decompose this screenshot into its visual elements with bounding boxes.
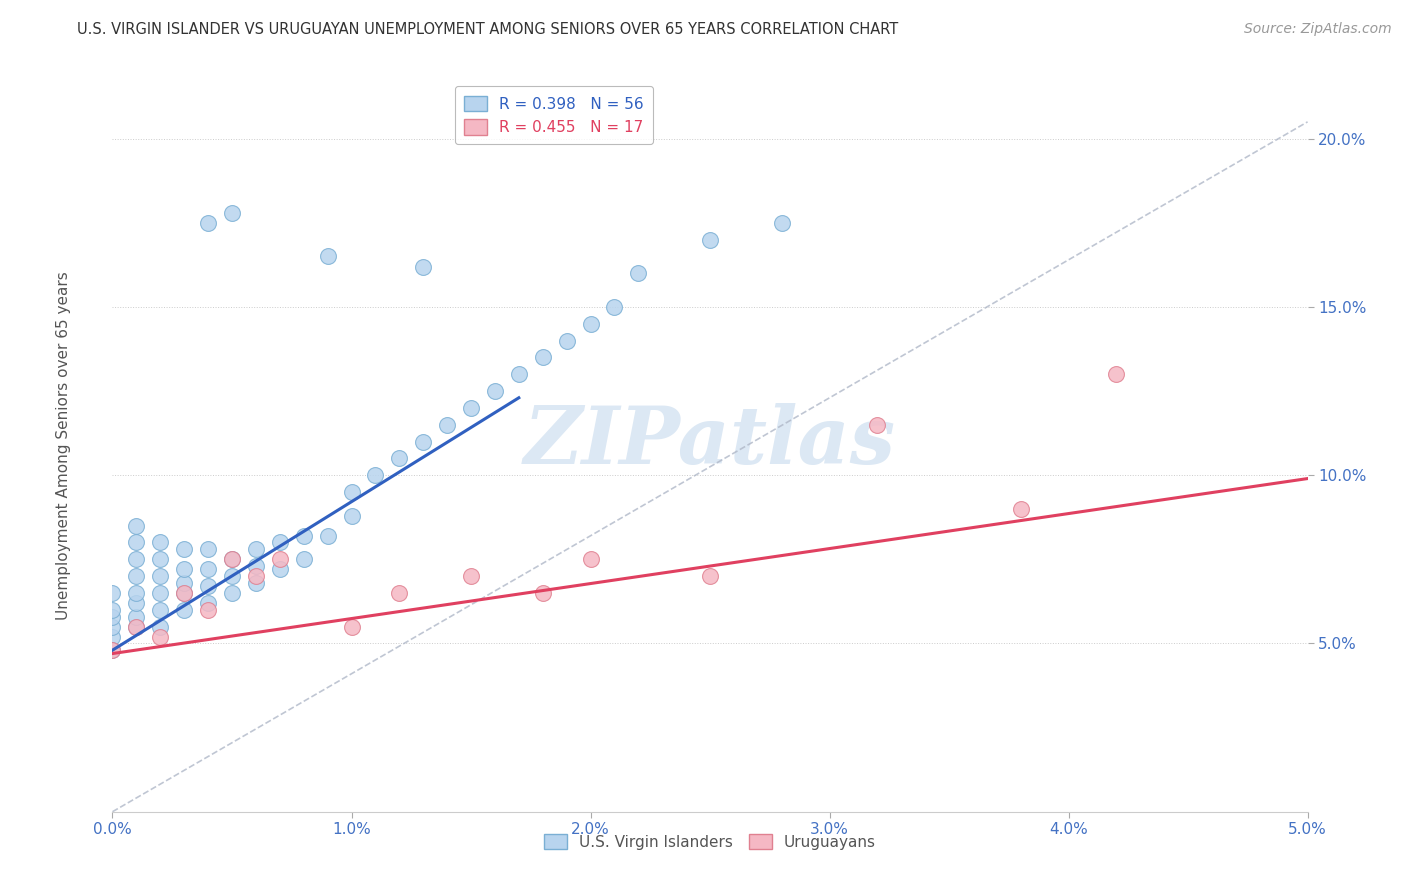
Point bbox=[579, 552, 602, 566]
Point bbox=[245, 542, 267, 557]
Point bbox=[101, 643, 124, 657]
Legend: U.S. Virgin Islanders, Uruguayans: U.S. Virgin Islanders, Uruguayans bbox=[538, 828, 882, 856]
Point bbox=[269, 552, 291, 566]
Point bbox=[125, 535, 148, 549]
Point bbox=[866, 417, 889, 432]
Point bbox=[388, 451, 411, 466]
Point bbox=[173, 562, 195, 576]
Point bbox=[125, 569, 148, 583]
Point bbox=[173, 586, 195, 600]
Point bbox=[340, 485, 363, 500]
Point bbox=[221, 552, 243, 566]
Point bbox=[149, 630, 172, 644]
Point bbox=[149, 603, 172, 617]
Point bbox=[149, 569, 172, 583]
Point bbox=[436, 417, 458, 432]
Point bbox=[125, 552, 148, 566]
Text: Unemployment Among Seniors over 65 years: Unemployment Among Seniors over 65 years bbox=[56, 272, 70, 620]
Point bbox=[125, 609, 148, 624]
Point bbox=[627, 266, 650, 280]
Point bbox=[197, 542, 219, 557]
Point bbox=[508, 368, 530, 382]
Point bbox=[603, 300, 626, 314]
Point bbox=[149, 552, 172, 566]
Point bbox=[197, 579, 219, 593]
Point bbox=[149, 535, 172, 549]
Point bbox=[125, 619, 148, 633]
Point bbox=[197, 216, 219, 230]
Point bbox=[101, 630, 124, 644]
Point bbox=[101, 603, 124, 617]
Point bbox=[460, 401, 482, 415]
Point bbox=[412, 434, 434, 449]
Point bbox=[531, 586, 554, 600]
Point bbox=[269, 562, 291, 576]
Point bbox=[221, 552, 243, 566]
Point bbox=[340, 619, 363, 633]
Point bbox=[245, 569, 267, 583]
Point bbox=[292, 552, 315, 566]
Point bbox=[221, 569, 243, 583]
Point bbox=[1010, 501, 1032, 516]
Point bbox=[699, 233, 721, 247]
Point bbox=[221, 586, 243, 600]
Point bbox=[316, 249, 339, 264]
Point bbox=[340, 508, 363, 523]
Point bbox=[197, 596, 219, 610]
Point bbox=[531, 351, 554, 365]
Point bbox=[245, 575, 267, 590]
Point bbox=[245, 559, 267, 574]
Point bbox=[125, 619, 148, 633]
Point bbox=[555, 334, 578, 348]
Point bbox=[173, 603, 195, 617]
Text: Source: ZipAtlas.com: Source: ZipAtlas.com bbox=[1244, 22, 1392, 37]
Point bbox=[125, 596, 148, 610]
Point bbox=[412, 260, 434, 274]
Point bbox=[125, 518, 148, 533]
Point bbox=[101, 643, 124, 657]
Point bbox=[699, 569, 721, 583]
Point bbox=[460, 569, 482, 583]
Point bbox=[101, 619, 124, 633]
Point bbox=[197, 562, 219, 576]
Point bbox=[125, 586, 148, 600]
Text: U.S. VIRGIN ISLANDER VS URUGUAYAN UNEMPLOYMENT AMONG SENIORS OVER 65 YEARS CORRE: U.S. VIRGIN ISLANDER VS URUGUAYAN UNEMPL… bbox=[77, 22, 898, 37]
Point bbox=[1105, 368, 1128, 382]
Text: ZIPatlas: ZIPatlas bbox=[524, 403, 896, 480]
Point bbox=[173, 542, 195, 557]
Point bbox=[316, 529, 339, 543]
Point bbox=[173, 586, 195, 600]
Point bbox=[149, 586, 172, 600]
Point bbox=[221, 205, 243, 219]
Point bbox=[101, 586, 124, 600]
Point bbox=[101, 609, 124, 624]
Point bbox=[197, 603, 219, 617]
Point bbox=[579, 317, 602, 331]
Point bbox=[364, 468, 387, 483]
Point bbox=[484, 384, 506, 398]
Point bbox=[173, 575, 195, 590]
Point bbox=[770, 216, 793, 230]
Point bbox=[388, 586, 411, 600]
Point bbox=[292, 529, 315, 543]
Point bbox=[149, 619, 172, 633]
Point bbox=[269, 535, 291, 549]
